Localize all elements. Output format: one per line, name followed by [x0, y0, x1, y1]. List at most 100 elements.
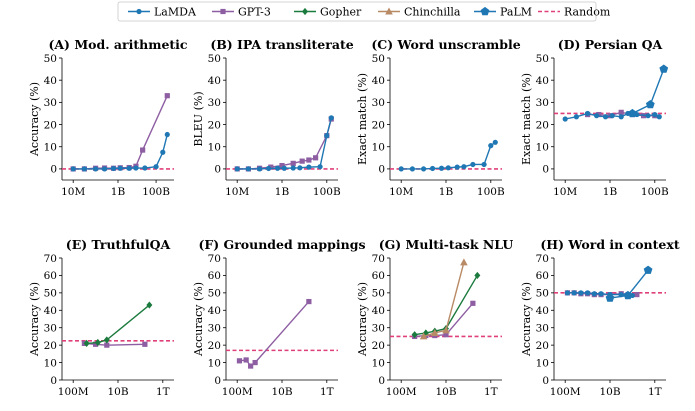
- y-tick-label: 20: [44, 340, 57, 352]
- y-tick-label: 50: [208, 288, 221, 300]
- data-point: [562, 116, 568, 122]
- y-tick-label: 20: [372, 340, 385, 352]
- y-tick-label: 30: [208, 323, 221, 335]
- data-point: [252, 359, 258, 366]
- data-point: [488, 143, 494, 149]
- y-tick-label: 10: [536, 142, 549, 154]
- y-tick-label: 10: [44, 357, 57, 369]
- panel-title: (F) Grounded mappings: [198, 237, 365, 252]
- series-line: [73, 95, 168, 170]
- data-point: [474, 271, 481, 280]
- y-tick-label: 70: [44, 253, 57, 265]
- y-tick-label: 10: [208, 357, 221, 369]
- data-point: [623, 290, 633, 300]
- data-point: [83, 339, 90, 347]
- x-tick-label: 10M: [389, 186, 413, 198]
- data-point: [93, 166, 99, 172]
- y-tick-label: 20: [536, 340, 549, 352]
- data-point: [290, 165, 296, 171]
- y-tick-label: 70: [208, 253, 221, 265]
- legend-frame: [117, 1, 597, 22]
- data-point: [306, 298, 312, 305]
- series-lamda: [70, 131, 170, 172]
- series-palm: [628, 64, 669, 118]
- x-tick-label: 10M: [225, 186, 249, 198]
- data-point: [585, 290, 591, 296]
- x-tick-label: 100B: [142, 186, 170, 198]
- y-tick-label: 30: [536, 323, 549, 335]
- data-point: [142, 341, 148, 347]
- series-gpt-3: [70, 93, 170, 172]
- x-tick-label: 100M: [386, 386, 417, 398]
- y-tick-label: 20: [372, 119, 385, 131]
- y-tick-label: 50: [372, 53, 385, 65]
- x-tick-label: 10M: [61, 186, 85, 198]
- data-point: [578, 290, 584, 296]
- y-tick-label: 30: [536, 97, 549, 109]
- data-point: [153, 164, 159, 170]
- y-tick-label: 10: [208, 142, 221, 154]
- data-point: [573, 114, 580, 120]
- y-tick-label: 0: [214, 375, 221, 387]
- data-point: [313, 155, 319, 161]
- data-point: [564, 290, 571, 296]
- panel-7: (G) Multi-task NLU Accuracy (%) 0 10 20 30 40 5…: [356, 237, 513, 398]
- series-gpt-3: [236, 298, 312, 369]
- data-point: [481, 161, 487, 168]
- data-point: [117, 165, 123, 171]
- data-point: [421, 166, 427, 172]
- series-line: [237, 117, 332, 170]
- data-point: [265, 165, 272, 172]
- legend-label-gpt-3: GPT-3: [238, 6, 271, 19]
- data-point: [409, 166, 415, 172]
- series-gpt-3: [234, 116, 334, 172]
- panel-ylabel: Exact match (%): [520, 73, 533, 165]
- panel-ylabel: Exact match (%): [356, 73, 369, 165]
- x-tick-label: 10B: [435, 386, 456, 398]
- series-line: [73, 134, 168, 170]
- series-line: [239, 301, 310, 368]
- y-tick-label: 10: [536, 357, 549, 369]
- x-tick-label: 100M: [222, 386, 253, 398]
- y-tick-label: 40: [208, 305, 221, 317]
- data-point: [324, 133, 330, 139]
- y-tick-label: 0: [378, 164, 385, 176]
- data-point: [274, 165, 281, 171]
- data-point: [164, 93, 170, 99]
- y-tick-label: 40: [372, 305, 385, 317]
- x-tick-label: 1T: [320, 386, 334, 398]
- data-point: [652, 111, 658, 118]
- panel-8: (H) Word in context Accuracy (%) 0 10 20 30 40…: [520, 237, 680, 398]
- y-tick-label: 30: [208, 97, 221, 109]
- x-tick-label: 1B: [111, 186, 126, 198]
- data-point: [306, 164, 312, 170]
- series-gopher: [83, 301, 153, 347]
- data-point: [243, 357, 249, 363]
- y-tick-label: 30: [372, 323, 385, 335]
- y-tick-label: 40: [536, 75, 549, 87]
- data-point: [419, 332, 428, 340]
- y-tick-label: 0: [214, 164, 221, 176]
- panel-2: (B) IPA transliterate BLEU (%) 0 10 20 30 40 50…: [192, 37, 354, 198]
- data-point: [656, 114, 662, 120]
- data-point: [645, 99, 655, 109]
- panel-title: (H) Word in context: [540, 237, 679, 252]
- data-point: [70, 166, 76, 172]
- data-point: [591, 291, 597, 297]
- y-tick-label: 10: [44, 142, 57, 154]
- legend-marker-gpt-3: [220, 8, 226, 15]
- data-point: [429, 165, 436, 172]
- data-point: [609, 113, 615, 119]
- legend-marker-lamda: [136, 8, 142, 15]
- series-line: [401, 141, 496, 170]
- data-point: [101, 166, 108, 172]
- y-tick-label: 50: [208, 53, 221, 65]
- series-lamda: [234, 115, 334, 172]
- y-tick-label: 20: [536, 119, 549, 131]
- data-point: [438, 165, 445, 171]
- data-point: [605, 293, 615, 302]
- data-point: [140, 147, 146, 153]
- series-line: [86, 304, 150, 345]
- x-tick-label: 10M: [553, 186, 577, 198]
- y-tick-label: 0: [378, 375, 385, 387]
